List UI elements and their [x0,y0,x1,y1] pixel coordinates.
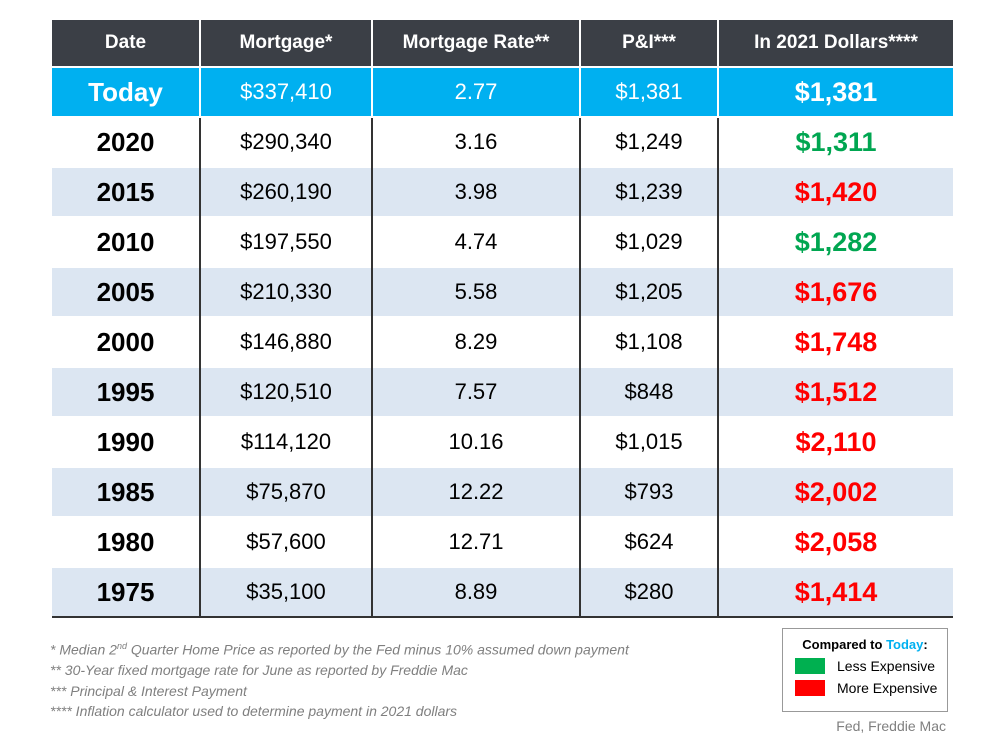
header-row: Date Mortgage* Mortgage Rate** P&I*** In 202… [52,20,953,67]
footnote: * Median 2nd Quarter Home Price as repor… [50,636,629,660]
footnote-text: Quarter Home Price as reported by the Fe… [126,641,629,658]
footnote-sup: nd [116,641,127,651]
header-cell: Mortgage Rate** [371,20,580,67]
value-cell: 8.29 [371,317,580,367]
value-cell: $1,414 [717,567,953,617]
value-cell: $1,512 [717,367,953,417]
legend-label: More Expensive [837,680,938,696]
value-cell: $1,015 [579,417,718,467]
legend-title: Compared to Today: [783,637,947,652]
table-row: 2000 $146,880 8.29 $1,108 $1,748 [52,317,953,367]
date-cell: 2015 [52,167,200,217]
header-cell: Date [52,20,200,67]
value-cell: $210,330 [199,267,372,317]
value-cell: $1,311 [717,117,953,167]
legend-label: Less Expensive [837,658,936,674]
value-cell: $1,748 [717,317,953,367]
footnote: **** Inflation calculator used to determ… [50,703,458,720]
date-cell: 1985 [52,467,200,517]
table-row: 1975 $35,100 8.89 $280 $1,414 [52,567,953,617]
legend-items: Less Expensive More Expensive [783,658,947,696]
value-cell: $1,420 [717,167,953,217]
table-body: Today $337,410 2.77 $1,381 $1,381 2020 $290,34… [52,67,953,617]
date-cell: 2020 [96,126,155,157]
value-cell: 8.89 [371,567,580,617]
legend-title-highlight: Today [886,637,924,652]
value-cell: $260,190 [199,167,372,217]
value-cell: $1,676 [717,267,953,317]
value-cell: $75,870 [199,467,372,517]
table-row: 1995 $120,510 7.57 $848 $1,512 [52,367,953,417]
table-row: Today $337,410 2.77 $1,381 $1,381 [52,67,953,117]
footnote-text: * Median 2 [50,641,117,658]
value-cell: $57,600 [199,517,372,567]
date-cell: 2010 [96,226,155,257]
header-cell: P&I*** [579,20,718,67]
table-row: 1985 $75,870 12.22 $793 $2,002 [52,467,953,517]
value-cell: $197,550 [199,217,372,267]
legend-title-text: Compared to [802,637,887,652]
header-cell: In 2021 Dollars**** [717,20,953,67]
value-cell: $35,100 [199,567,372,617]
value-cell: $1,249 [579,117,718,167]
date-cell: 2005 [52,267,200,317]
value-cell: $114,120 [199,417,372,467]
footnote: *** Principal & Interest Payment [50,682,247,699]
legend: Compared to Today: Less Expensive More Ex… [782,628,948,712]
value-cell: 2.77 [371,67,580,117]
value-cell: $2,058 [717,517,953,567]
value-cell: 5.58 [371,267,580,317]
header-cell: Mortgage* [199,20,372,67]
value-cell: $793 [579,467,718,517]
value-cell: $146,880 [199,317,372,367]
value-cell: $337,410 [199,67,372,117]
value-cell: 3.98 [371,167,580,217]
date-cell: 1995 [52,367,200,417]
data-table: Date Mortgage* Mortgage Rate** P&I*** In 202… [52,20,953,618]
value-cell: $120,510 [199,367,372,417]
table-row: 1980 $57,600 12.71 $624 $2,058 [52,517,953,567]
table-row: 2020 $290,340 3.16 $1,249 $1,311 [52,117,953,167]
value-cell: $1,381 [579,67,718,117]
table-row: 1990 $114,120 10.16 $1,015 $2,110 [52,417,953,467]
value-cell: 10.16 [371,417,580,467]
table-row: 2005 $210,330 5.58 $1,205 $1,676 [52,267,953,317]
date-cell: 1975 [52,567,200,617]
value-cell: 12.22 [371,467,580,517]
legend-item: More Expensive [795,680,947,696]
table-row: 2015 $260,190 3.98 $1,239 $1,420 [52,167,953,217]
footnotes: * Median 2nd Quarter Home Price as repor… [50,636,629,722]
value-cell: $2,002 [717,467,953,517]
value-cell: $290,340 [199,117,372,167]
value-cell: 3.16 [371,117,580,167]
value-cell: $1,381 [717,67,953,117]
value-cell: 12.71 [371,517,580,567]
value-cell: $280 [579,567,718,617]
footnote: ** 30-Year fixed mortgage rate for June … [50,662,468,679]
value-cell: $2,110 [717,417,953,467]
value-cell: 4.74 [371,217,580,267]
date-cell: Today [52,67,200,117]
value-cell: $1,108 [579,317,718,367]
date-cell: 1980 [96,526,155,557]
table-header: Date Mortgage* Mortgage Rate** P&I*** In 202… [52,20,953,67]
date-cell: 1990 [96,426,155,457]
value-cell: 7.57 [371,367,580,417]
legend-swatch [795,658,825,674]
value-cell: $848 [579,367,718,417]
legend-swatch [795,680,825,696]
value-cell: $1,029 [579,217,718,267]
source: Fed, Freddie Mac [836,718,946,734]
legend-title-text: : [923,637,928,652]
legend-item: Less Expensive [795,658,947,674]
value-cell: $1,239 [579,167,718,217]
value-cell: $1,282 [717,217,953,267]
table-row: 2010 $197,550 4.74 $1,029 $1,282 [52,217,953,267]
value-cell: $624 [579,517,718,567]
date-cell: 2000 [96,326,155,357]
value-cell: $1,205 [579,267,718,317]
